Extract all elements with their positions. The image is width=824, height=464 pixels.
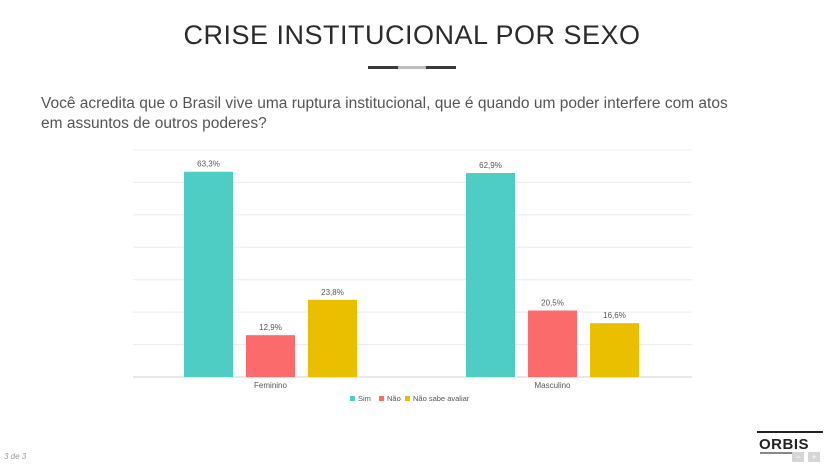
bar-masculino-1: [466, 173, 515, 377]
bar-masculino-2: [528, 310, 577, 377]
category-label: Feminino: [254, 381, 287, 390]
legend-label: Não sabe avaliar: [413, 394, 470, 403]
category-label: Masculino: [534, 381, 571, 390]
logo-top-line: [757, 431, 823, 433]
zoom-out-button[interactable]: −: [792, 452, 804, 462]
data-label: 63,3%: [197, 160, 220, 169]
legend-label: Não: [387, 394, 401, 403]
legend-swatch: [350, 396, 355, 401]
title-underline: [368, 66, 456, 69]
legend-swatch: [379, 396, 384, 401]
title-underline-dark-right: [426, 66, 456, 69]
bar-masculino-3: [590, 323, 639, 377]
data-label: 20,5%: [541, 299, 564, 308]
data-label: 62,9%: [479, 161, 502, 170]
page-indicator: 3 de 3: [4, 452, 27, 461]
legend-label: Sim: [358, 394, 371, 403]
title-underline-dark-left: [368, 66, 398, 69]
zoom-in-button[interactable]: +: [808, 452, 820, 462]
survey-question: Você acredita que o Brasil vive uma rupt…: [41, 95, 728, 132]
logo-subline: [760, 452, 804, 454]
legend-swatch: [405, 396, 410, 401]
slide-title: CRISE INSTITUCIONAL POR SEXO: [183, 20, 641, 50]
data-label: 16,6%: [603, 311, 626, 320]
data-label: 23,8%: [321, 288, 344, 297]
logo-text: ORBIS: [759, 436, 810, 453]
bar-feminino-2: [246, 335, 295, 377]
bar-feminino-3: [308, 299, 357, 377]
orbis-logo: ORBIS: [757, 431, 824, 461]
data-label: 12,9%: [259, 323, 282, 332]
title-underline-light: [398, 66, 426, 69]
bar-feminino-1: [184, 171, 233, 377]
